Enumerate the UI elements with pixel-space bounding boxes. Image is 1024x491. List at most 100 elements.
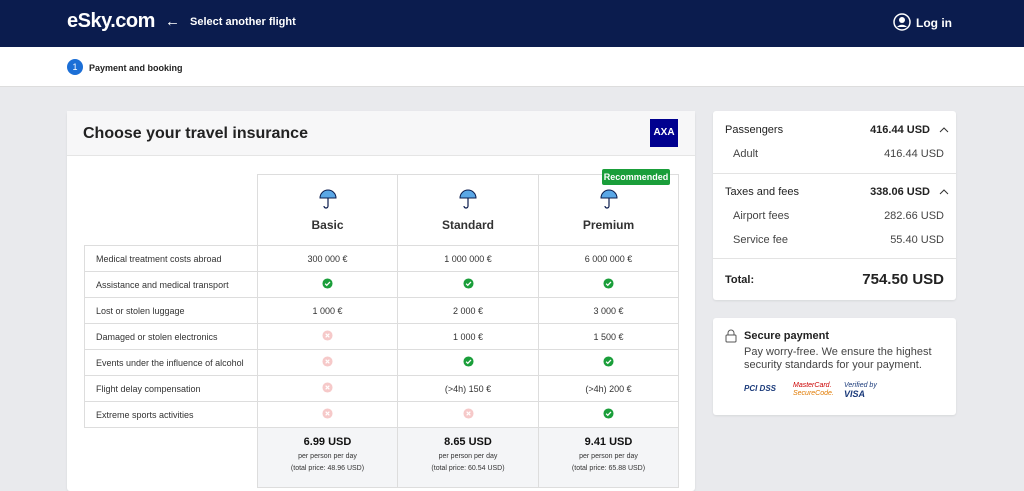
- feature-row: Damaged or stolen electronics 1 000 €1 50…: [84, 323, 679, 350]
- feature-row: Extreme sports activities: [84, 401, 679, 428]
- feature-label: Extreme sports activities: [84, 401, 258, 428]
- umbrella-icon: [318, 188, 338, 210]
- feature-icon: [257, 271, 398, 298]
- cross-icon: [322, 330, 333, 341]
- feature-value: (>4h) 150 €: [397, 375, 539, 402]
- back-link[interactable]: Select another flight: [190, 16, 296, 28]
- check-icon: [603, 408, 614, 419]
- feature-value: 3 000 €: [538, 297, 679, 324]
- price-total: (total price: 48.96 USD): [290, 465, 365, 472]
- logo-text: SecureCode.: [793, 390, 834, 397]
- chevron[interactable]: [939, 126, 949, 134]
- feature-row: Events under the influence of alcohol: [84, 349, 679, 376]
- plan-header: Standard: [397, 174, 539, 246]
- summary-row[interactable]: Passengers 416.44 USD: [725, 124, 944, 136]
- check-icon: [322, 278, 333, 289]
- feature-icon: [257, 401, 398, 428]
- empty-cell: [84, 174, 258, 246]
- card-header: [67, 111, 695, 156]
- insurance-card: Choose your travel insurance AXA Recomme…: [67, 111, 695, 491]
- feature-row: Flight delay compensation (>4h) 150 € (>4h…: [84, 375, 679, 402]
- lock-icon: [725, 329, 737, 343]
- price-per: per person per day: [298, 453, 357, 460]
- feature-icon: [538, 401, 679, 428]
- feature-label: Lost or stolen luggage: [84, 297, 258, 324]
- plan-name: Standard: [441, 218, 494, 232]
- feature-row: Assistance and medical transport: [84, 271, 679, 298]
- top-bar: eSky.com ← Select another flight Log in: [0, 0, 1024, 47]
- feature-icon: [257, 349, 398, 376]
- feature-row: Lost or stolen luggage 1 000 €2 000 €3 00…: [84, 297, 679, 324]
- amount: 754.50 USD: [862, 271, 944, 288]
- price-per: per person per day: [438, 453, 498, 460]
- divider: [713, 258, 956, 259]
- price-cell: 8.65 USD per person per day (total price: …: [397, 427, 539, 488]
- feature-value: 1 500 €: [538, 323, 679, 350]
- plan-header: Premium: [538, 174, 679, 246]
- umbrella-icon: [599, 188, 619, 210]
- feature-value: 1 000 €: [397, 323, 539, 350]
- secure-title: Secure payment: [744, 330, 829, 342]
- amount: 282.66 USD: [884, 210, 944, 222]
- feature-value: 6 000 000 €: [538, 245, 679, 272]
- summary-row: Adult 416.44 USD: [733, 148, 944, 160]
- label: Taxes and fees: [725, 186, 799, 198]
- logo-text: MasterCard.: [793, 382, 832, 389]
- login-link[interactable]: Log in: [916, 16, 952, 30]
- price: 8.65 USD: [444, 436, 492, 448]
- price-total: (total price: 60.54 USD): [431, 465, 505, 472]
- cross-icon: [463, 408, 474, 419]
- secure-card: Secure payment Pay worry-free. We ensure…: [713, 318, 956, 415]
- feature-label: Events under the influence of alcohol: [84, 349, 258, 376]
- mastercard-logo: MasterCard. SecureCode.: [793, 382, 834, 398]
- label: Adult: [733, 148, 759, 160]
- recommended-badge: Recommended: [602, 169, 670, 185]
- feature-value: 300 000 €: [257, 245, 398, 272]
- user-icon[interactable]: [893, 13, 911, 31]
- amount: 338.06 USD: [870, 186, 930, 198]
- cross-icon: [322, 356, 333, 367]
- pci-logo: PCI DSS: [744, 384, 777, 393]
- amount: 416.44 USD: [870, 124, 930, 136]
- steps-bar: 1 Payment and booking: [0, 47, 1024, 87]
- logo-text: Verified by: [844, 382, 877, 389]
- feature-label: Flight delay compensation: [84, 375, 258, 402]
- feature-value: (>4h) 200 €: [538, 375, 679, 402]
- umbrella-icon: [458, 188, 478, 210]
- price: 6.99 USD: [303, 436, 352, 448]
- price-cell: 6.99 USD per person per day (total price: …: [257, 427, 398, 488]
- price-cell: 9.41 USD per person per day (total price: …: [538, 427, 679, 488]
- plan-header-row: Basic Standard Premium: [84, 174, 679, 246]
- logo-text: VISA: [844, 389, 866, 399]
- card-title: Choose your travel insurance: [83, 125, 308, 142]
- price-row: 6.99 USD per person per day (total price: …: [85, 427, 679, 488]
- feature-icon: [538, 349, 679, 376]
- visa-logo: Verified by VISA: [844, 382, 877, 399]
- logo[interactable]: eSky.com: [67, 10, 155, 32]
- label: Total:: [725, 273, 755, 286]
- summary-card: Passengers 416.44 USD Adult 416.44 USD Tax…: [713, 111, 956, 300]
- summary-row[interactable]: Taxes and fees 338.06 USD: [725, 186, 944, 198]
- amount: 55.40 USD: [890, 234, 944, 246]
- check-icon: [603, 278, 614, 289]
- feature-label: Damaged or stolen electronics: [84, 323, 258, 350]
- step-label: Payment and booking: [89, 63, 183, 73]
- check-icon: [463, 278, 474, 289]
- feature-icon: [397, 401, 539, 428]
- feature-icon: [397, 349, 539, 376]
- price: 9.41 USD: [584, 436, 633, 448]
- check-icon: [603, 356, 614, 367]
- feature-value: 2 000 €: [397, 297, 539, 324]
- price-per: per person per day: [579, 453, 638, 460]
- plan-name: Premium: [582, 218, 635, 232]
- divider: [713, 173, 956, 174]
- back-arrow[interactable]: ←: [165, 13, 180, 30]
- feature-icon: [257, 323, 398, 350]
- check-icon: [463, 356, 474, 367]
- label: Passengers: [725, 124, 784, 136]
- chevron[interactable]: [939, 188, 949, 196]
- feature-icon: [397, 271, 539, 298]
- feature-value: 1 000 000 €: [397, 245, 539, 272]
- summary-row: Service fee 55.40 USD: [733, 234, 944, 246]
